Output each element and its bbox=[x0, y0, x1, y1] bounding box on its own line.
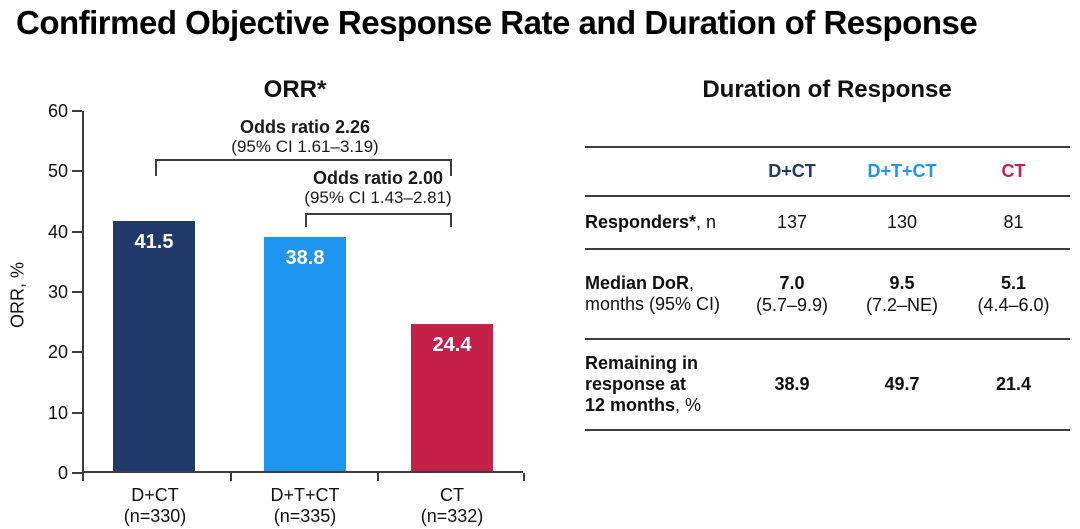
category-n: (n=332) bbox=[420, 506, 484, 526]
y-tick-label: 30 bbox=[47, 282, 68, 302]
y-tick-label: 40 bbox=[47, 221, 68, 242]
annotation-odds-ratio-200: Odds ratio 2.00 (95% CI 1.43–2.81) bbox=[304, 168, 452, 208]
bar-value-label: 24.4 bbox=[432, 334, 472, 356]
remaining-ct: 21.4 bbox=[995, 374, 1032, 394]
row-remaining-in-response: Remaining in response at 12 months, % 38… bbox=[585, 339, 1070, 430]
y-axis-label: ORR, % bbox=[7, 261, 28, 329]
bracket-odds-ratio-200 bbox=[305, 213, 452, 227]
annotation-odds-ratio-226: Odds ratio 2.26 (95% CI 1.61–3.19) bbox=[231, 117, 379, 157]
row-label-rest: , bbox=[689, 273, 695, 293]
y-tick-label: 0 bbox=[57, 463, 68, 483]
y-tick-label: 10 bbox=[47, 402, 68, 423]
dor-header-row: D+CT D+T+CT CT bbox=[585, 147, 1070, 196]
responders-dtct: 130 bbox=[886, 212, 918, 232]
y-tick-mark bbox=[72, 170, 82, 173]
plot-area: 41.5 38.8 24.4 Odds ratio 2.26 (95% CI 1… bbox=[48, 101, 525, 526]
x-axis-tick bbox=[523, 473, 525, 481]
y-tick-mark bbox=[72, 411, 82, 414]
responders-dct: 137 bbox=[776, 212, 808, 232]
median-value: 7.0 bbox=[779, 273, 805, 293]
category-label-ct: CT (n=332) bbox=[421, 485, 484, 527]
median-ci: (5.7–9.9) bbox=[755, 295, 829, 315]
y-tick-label: 60 bbox=[47, 101, 68, 121]
y-tick-label: 50 bbox=[47, 161, 68, 182]
median-dor-dct: 7.0 (5.7–9.9) bbox=[737, 249, 847, 339]
bar-ct: 24.4 bbox=[411, 324, 493, 471]
category-n: (n=330) bbox=[123, 506, 187, 526]
odds-ratio-ci: (95% CI 1.43–2.81) bbox=[304, 188, 452, 207]
category-name: D+T+CT bbox=[270, 485, 340, 505]
row-label-rest: , n bbox=[696, 212, 717, 232]
y-tick-mark bbox=[72, 472, 82, 474]
y-tick-mark bbox=[72, 230, 82, 233]
row-responders: Responders*, n 137 130 81 bbox=[585, 196, 1070, 249]
remaining-dtct: 49.7 bbox=[884, 374, 920, 394]
row-label-bold: Responders* bbox=[585, 212, 697, 232]
median-dor-dtct: 9.5 (7.2–NE) bbox=[847, 249, 957, 339]
y-tick-mark bbox=[72, 110, 82, 112]
y-tick-mark bbox=[72, 291, 82, 293]
page-title: Confirmed Objective Response Rate and Du… bbox=[16, 4, 978, 41]
column-header-dct: D+CT bbox=[768, 161, 816, 181]
row-label-remaining: Remaining in response at 12 months, % bbox=[585, 339, 737, 430]
category-name: CT bbox=[439, 485, 464, 505]
row-label-responders: Responders*, n bbox=[585, 196, 737, 249]
median-ci: (7.2–NE) bbox=[865, 295, 939, 315]
bracket-odds-ratio-226 bbox=[155, 159, 452, 176]
bar-dtct: 38.8 bbox=[264, 237, 346, 471]
median-ci: (4.4–6.0) bbox=[977, 295, 1050, 315]
y-tick-label: 20 bbox=[47, 342, 68, 363]
odds-ratio-ci: (95% CI 1.61–3.19) bbox=[231, 137, 379, 156]
column-header-dtct: D+T+CT bbox=[867, 161, 937, 181]
category-n: (n=335) bbox=[273, 506, 337, 526]
category-label-dct: D+CT (n=330) bbox=[124, 485, 187, 527]
median-value: 5.1 bbox=[1000, 273, 1027, 293]
orr-chart-panel: ORR* ORR, % 41.5 38.8 24.4 Odds ratio 2.… bbox=[0, 70, 545, 529]
category-name: D+CT bbox=[131, 485, 179, 505]
row-median-dor: Median DoR, months (95% CI) 7.0 (5.7–9.9… bbox=[585, 249, 1070, 339]
bar-dct: 41.5 bbox=[113, 221, 195, 471]
row-label-line1: Remaining in bbox=[585, 353, 699, 373]
remaining-dct: 38.9 bbox=[774, 374, 810, 394]
dor-title: Duration of Response bbox=[702, 76, 952, 103]
row-label-line2: months (95% CI) bbox=[585, 294, 721, 314]
category-label-dtct: D+T+CT (n=335) bbox=[270, 485, 339, 527]
row-label-bold: Median DoR bbox=[585, 273, 690, 293]
bar-value-label: 41.5 bbox=[134, 231, 174, 253]
dor-panel: Duration of Response D+CT D+T+CT CT Resp… bbox=[560, 70, 1080, 529]
orr-chart-title: ORR* bbox=[263, 76, 327, 103]
row-label-line3-bold: 12 months bbox=[585, 395, 676, 415]
row-label-line3-rest: , % bbox=[675, 395, 702, 415]
median-dor-ct: 5.1 (4.4–6.0) bbox=[957, 249, 1070, 339]
y-tick-mark bbox=[72, 351, 82, 354]
responders-ct: 81 bbox=[1003, 212, 1024, 232]
median-value: 9.5 bbox=[889, 273, 915, 293]
column-header-ct: CT bbox=[1001, 161, 1026, 181]
x-axis-tick bbox=[82, 473, 84, 481]
odds-ratio-value: Odds ratio 2.00 bbox=[312, 168, 444, 188]
bar-value-label: 38.8 bbox=[285, 247, 325, 269]
odds-ratio-value: Odds ratio 2.26 bbox=[239, 117, 371, 137]
dor-table: D+CT D+T+CT CT Responders*, n 137 130 81… bbox=[585, 146, 1070, 431]
x-axis-tick bbox=[377, 473, 379, 481]
row-label-line2: response at bbox=[585, 374, 687, 394]
x-axis-tick bbox=[230, 473, 232, 481]
row-label-median-dor: Median DoR, months (95% CI) bbox=[585, 249, 737, 339]
empty-header-cell bbox=[585, 147, 737, 196]
